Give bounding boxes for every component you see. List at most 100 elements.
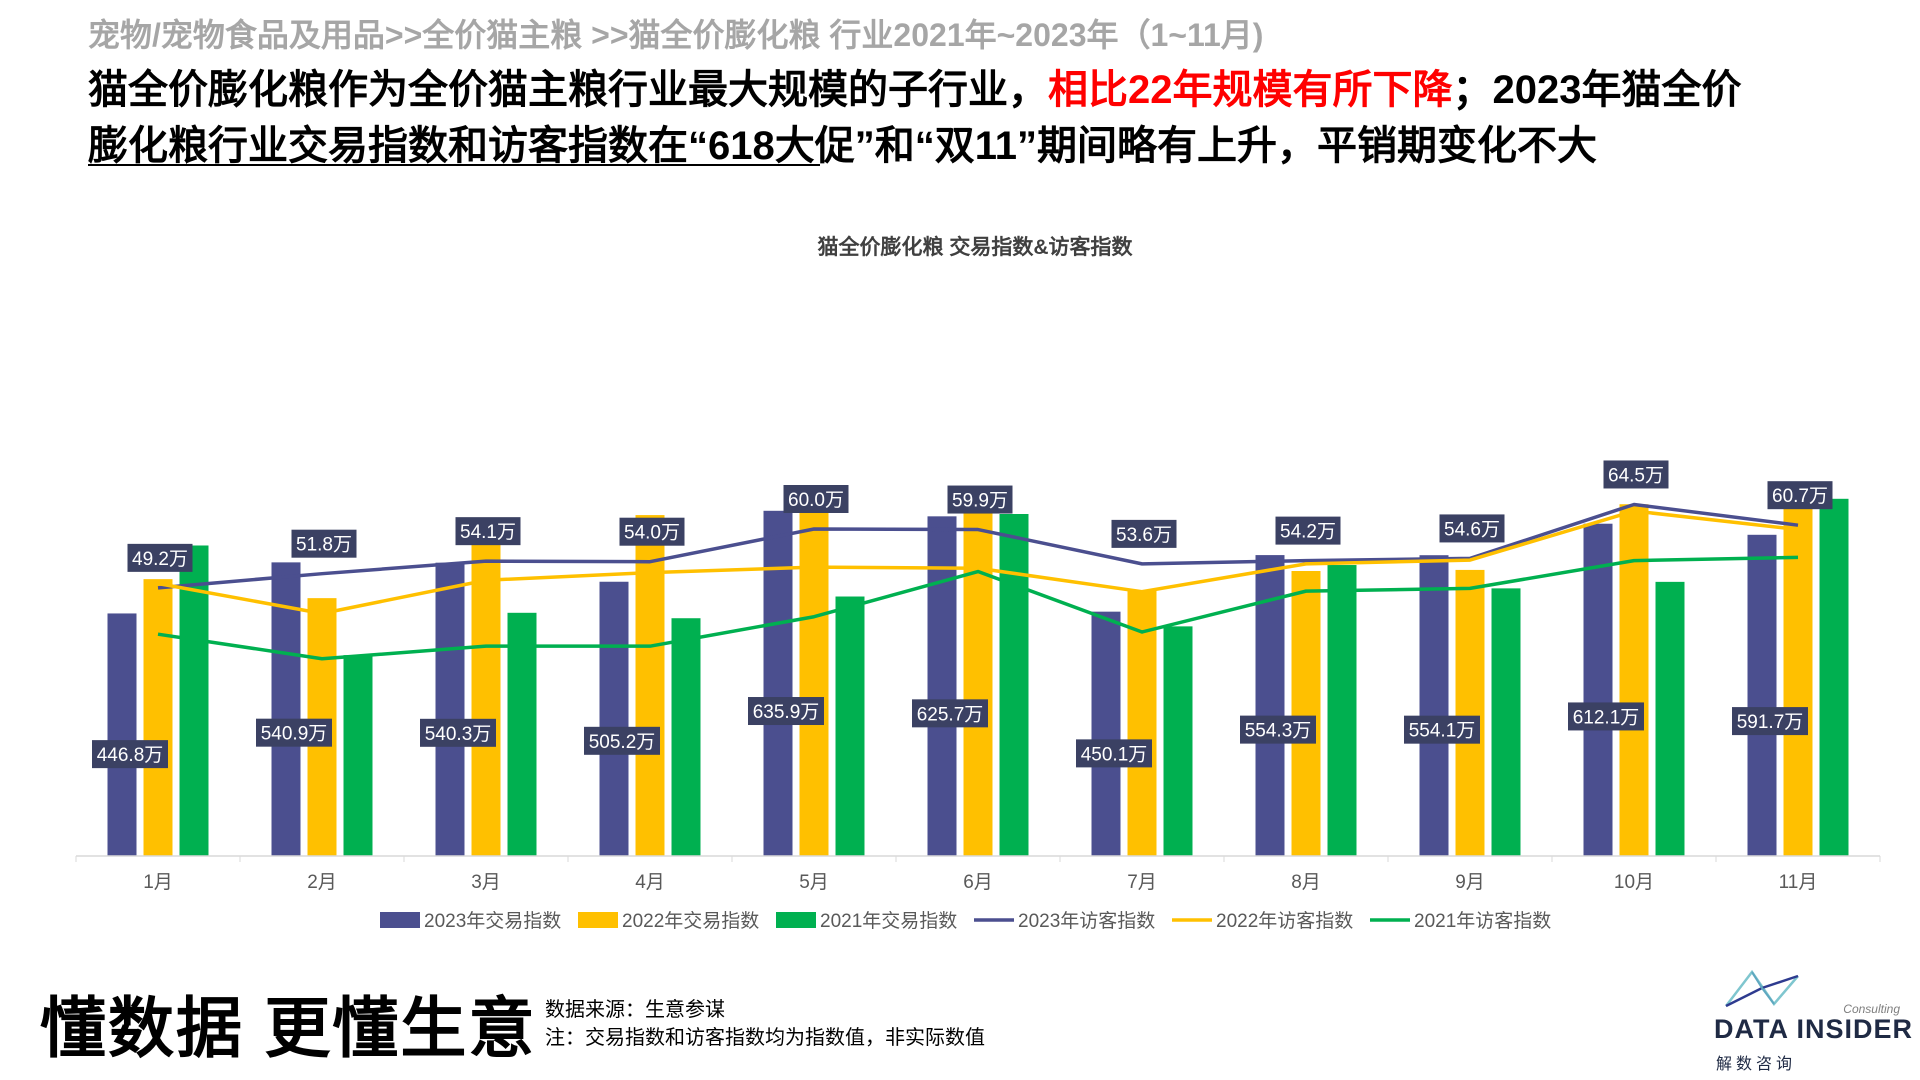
note-text: 注：交易指数和访客指数均为指数值，非实际数值 [545,1027,985,1049]
legend-swatch [578,912,618,928]
visitor-label-box [947,485,1013,514]
bar-2021年交易指数-6月 [999,514,1029,856]
visitor-label-box [455,517,521,546]
bar-2022年交易指数-1月 [143,579,173,856]
transaction-label: 450.1万 [1081,744,1148,765]
visitor-label-box [1767,481,1833,510]
visitor-label-box [619,517,685,546]
visitor-label-box [1439,514,1505,543]
bar-2023年交易指数-11月 [1747,534,1777,856]
visitor-label-box [291,529,357,558]
headline-underline [88,164,820,166]
transaction-label-box [584,726,660,755]
bar-2023年交易指数-5月 [763,510,793,856]
bar-2023年交易指数-2月 [271,562,301,856]
line-2021年访客指数 [157,555,1799,661]
transaction-label: 612.1万 [1573,707,1640,728]
visitor-label: 53.6万 [1116,525,1172,546]
visitor-label-box [127,543,193,572]
visitor-label: 49.2万 [132,549,188,570]
bar-2021年交易指数-3月 [507,612,537,856]
bar-2021年交易指数-9月 [1491,588,1521,856]
bar-2021年交易指数-8月 [1327,565,1357,856]
bar-2023年交易指数-7月 [1091,611,1121,856]
transaction-label-box [92,740,168,769]
x-tick-label: 10月 [1614,872,1654,893]
legend-label: 2022年交易指数 [622,910,759,932]
legend-swatch [776,912,816,928]
line-2022年访客指数 [157,509,1799,616]
bar-2021年交易指数-7月 [1163,626,1193,856]
bar-2022年交易指数-11月 [1783,493,1813,856]
chart-title: 猫全价膨化粮 交易指数&访客指数 [818,235,1134,259]
x-tick-label: 2月 [307,872,337,893]
x-tick-label: 7月 [1127,872,1157,893]
visitor-label-box [1603,460,1669,489]
visitor-label-box [1275,516,1341,545]
headline-part1: 猫全价膨化粮作为全价猫主粮行业最大规模的子行业， [88,68,1048,112]
visitor-label: 60.0万 [788,490,844,511]
legend-swatch [380,912,420,928]
bar-2022年交易指数-7月 [1127,590,1157,856]
bar-2021年交易指数-2月 [343,655,373,856]
bar-2023年交易指数-4月 [599,581,629,856]
transaction-label-box [912,699,988,728]
bar-2023年交易指数-3月 [435,562,465,856]
logo-mark-icon [1725,969,1799,1008]
x-tick-label: 4月 [635,872,665,893]
bar-2021年交易指数-1月 [179,545,209,856]
bar-2022年交易指数-9月 [1455,569,1485,856]
x-tick-label: 11月 [1779,872,1818,893]
transaction-label: 554.3万 [1245,721,1312,742]
bar-2022年交易指数-6月 [963,508,993,856]
x-tick-label: 1月 [143,872,173,893]
line-2023年访客指数 [157,502,1799,590]
transaction-label: 540.3万 [425,724,492,745]
source-text: 数据来源：生意参谋 [545,999,725,1021]
data-insider-logo: Consulting DATA INSIDER 解数咨询 [1714,962,1912,1073]
transaction-label-box [1568,702,1644,731]
transaction-label-box [1076,739,1152,768]
bar-2022年交易指数-4月 [635,515,665,856]
slogan: 懂数据 更懂生意 [40,991,537,1065]
bar-2022年交易指数-8月 [1291,571,1321,856]
bar-2021年交易指数-10月 [1655,581,1685,856]
bar-2023年交易指数-10月 [1583,523,1613,856]
x-tick-label: 6月 [963,872,993,893]
visitor-label: 54.6万 [1444,519,1500,540]
transaction-label-box [1732,707,1808,736]
legend-label: 2023年访客指数 [1018,910,1155,932]
logo-consulting: Consulting [1843,1002,1900,1016]
visitor-label: 60.7万 [1772,486,1828,507]
visitor-label: 54.0万 [624,523,680,544]
x-tick-label: 3月 [471,872,501,893]
transaction-label: 635.9万 [753,702,820,723]
visitor-label: 54.2万 [1280,522,1336,543]
headline-part2: ；2023年猫全价膨化粮行业交易指数和访客指数在“618大促”和“双11”期间略… [88,68,1742,168]
transaction-label: 591.7万 [1737,712,1804,733]
transaction-label-box [420,718,496,747]
transaction-label-box [1240,715,1316,744]
bar-2022年交易指数-5月 [799,510,829,856]
transaction-label-box [1404,715,1480,744]
bar-2023年交易指数-6月 [927,516,957,856]
bar-2023年交易指数-1月 [107,613,137,856]
headline: 猫全价膨化粮作为全价猫主粮行业最大规模的子行业，相比22年规模有所下降；2023… [88,62,1768,174]
combo-chart: 猫全价膨化粮 交易指数&访客指数 1月 2月 3月 4月 5月 6月 7月 8月 9月 10月 11月… [75,235,1881,932]
bar-2022年交易指数-10月 [1619,504,1649,856]
visitor-label: 64.5万 [1608,465,1664,486]
bar-2023年交易指数-9月 [1419,555,1449,856]
bar-2021年交易指数-11月 [1819,498,1849,856]
legend-label: 2022年访客指数 [1216,910,1353,932]
legend-label: 2021年交易指数 [820,910,957,932]
transaction-label: 446.8万 [97,745,164,766]
x-tick-label: 8月 [1291,872,1321,893]
transaction-label-box [748,697,824,726]
visitor-label: 51.8万 [296,535,352,556]
x-tick-label: 5月 [799,872,829,893]
legend-label: 2023年交易指数 [424,910,561,932]
transaction-label-box [256,718,332,747]
visitor-label: 54.1万 [460,522,516,543]
visitor-label-box [783,485,849,513]
bar-2021年交易指数-5月 [835,596,865,856]
